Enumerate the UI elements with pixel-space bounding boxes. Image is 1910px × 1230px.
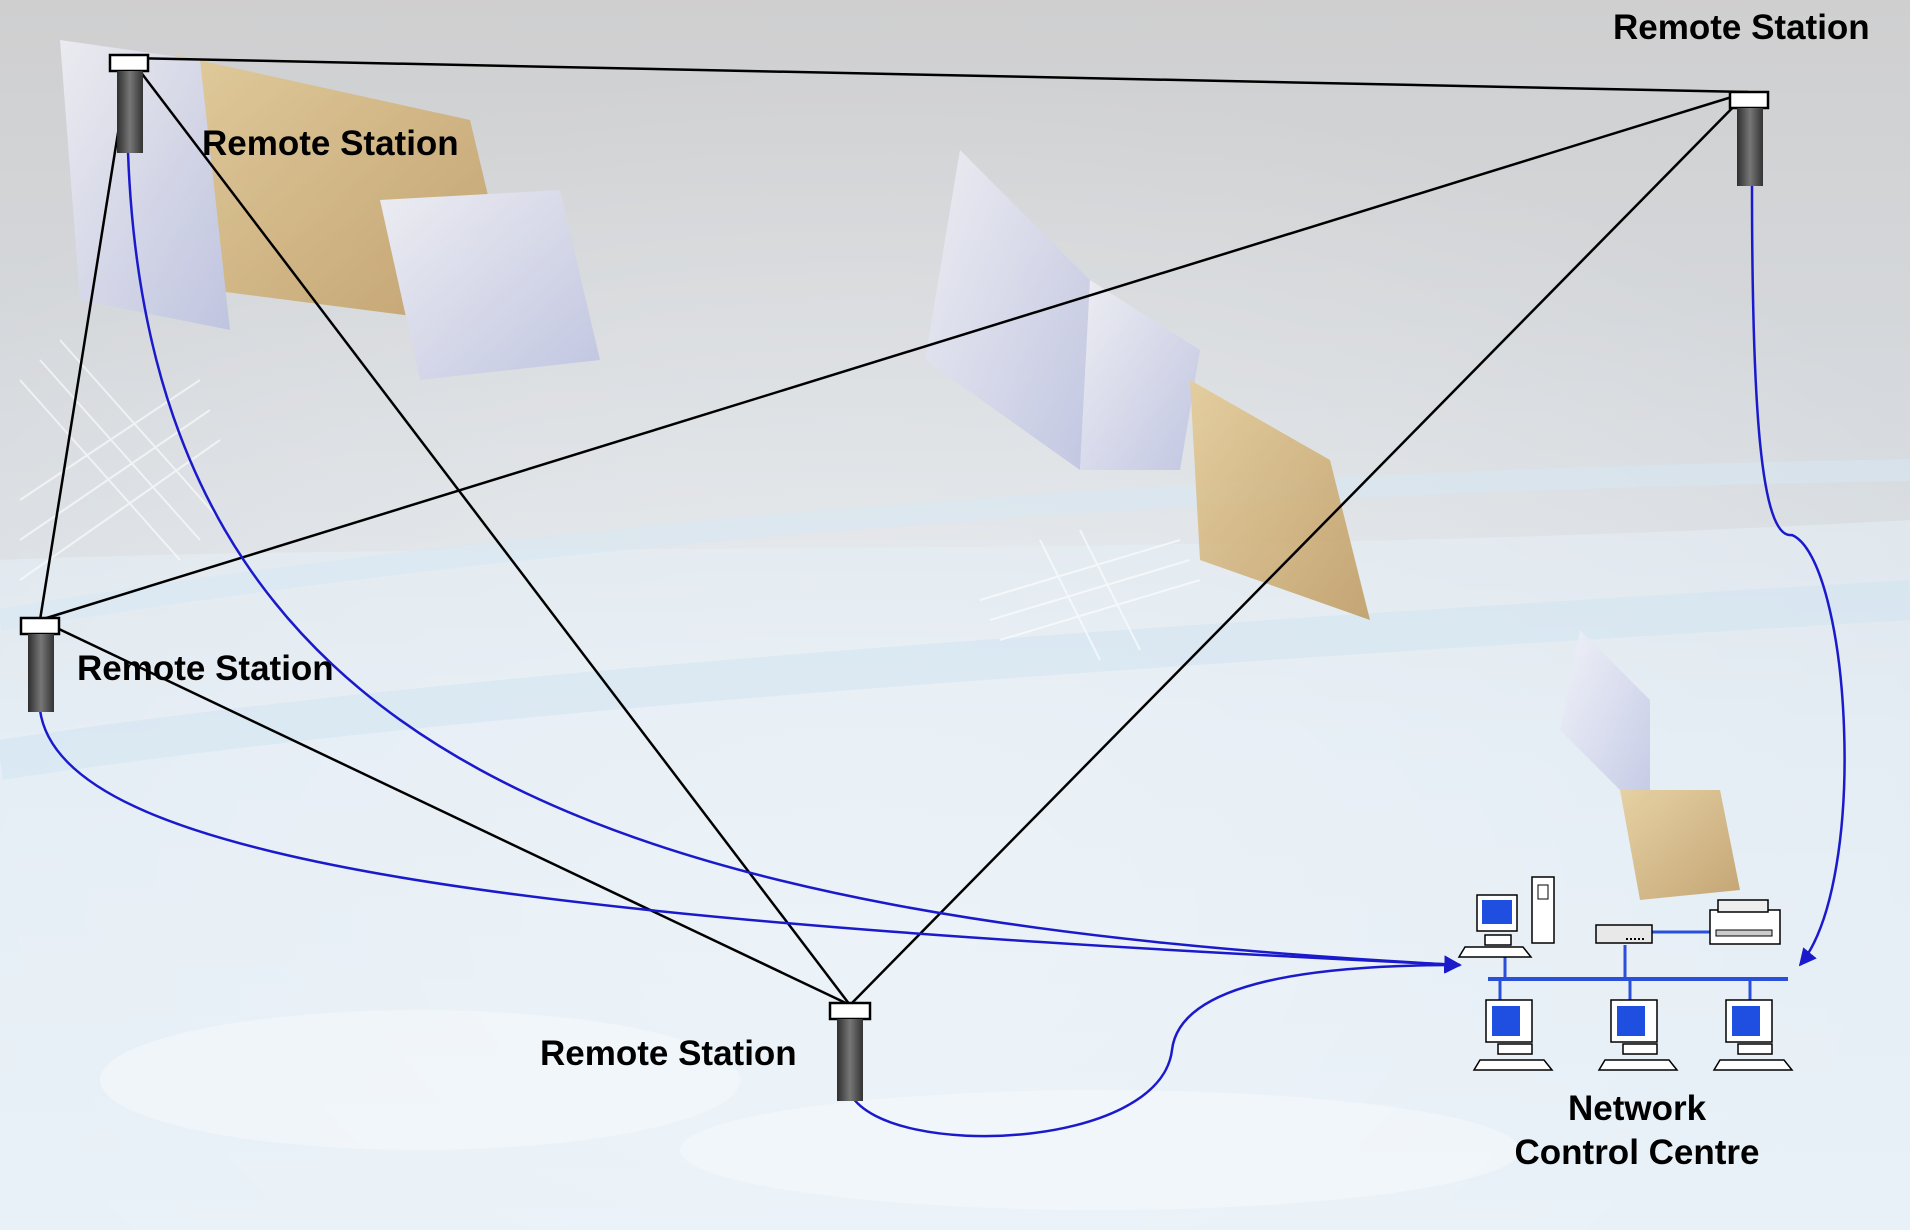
station-label-bottom: Remote Station — [540, 1034, 797, 1073]
satellite-icon — [925, 150, 1370, 661]
satellite-icon — [1560, 630, 1740, 900]
data-links — [38, 151, 1846, 1138]
baseline-ml-bottom — [39, 618, 851, 1007]
link-tr-to-ncc — [1750, 184, 1846, 967]
control-centre-label: Network Control Centre — [1477, 1087, 1797, 1175]
control-centre-network — [1457, 876, 1794, 1071]
link-tl-to-ncc — [126, 151, 1462, 973]
baseline-tr-bottom — [849, 91, 1749, 1006]
baseline-links — [38, 56, 1749, 1007]
antenna-icon — [828, 1001, 872, 1101]
workstation-icon — [1457, 894, 1533, 958]
link-ml-to-ncc — [38, 709, 1462, 974]
link-bottom-to-ncc — [849, 956, 1462, 1138]
workstation-icon — [1472, 999, 1554, 1071]
printer-icon — [1709, 899, 1781, 945]
baseline-tl-ml — [38, 57, 132, 621]
station-label-mid-left: Remote Station — [77, 649, 334, 688]
antenna-icon — [1728, 90, 1770, 186]
control-centre-label-line1: Network — [1567, 1089, 1707, 1128]
server-tower-icon — [1531, 876, 1555, 944]
baseline-tl-bottom — [129, 57, 851, 1006]
station-label-top-left: Remote Station — [202, 124, 459, 163]
workstation-icon — [1712, 999, 1794, 1071]
antenna-icon — [108, 53, 150, 153]
modem-icon — [1595, 924, 1653, 944]
antenna-icon — [19, 616, 61, 712]
station-label-top-right: Remote Station — [1613, 8, 1870, 47]
workstation-icon — [1597, 999, 1679, 1071]
baseline-tr-ml — [39, 90, 1749, 622]
baseline-tl-tr — [129, 56, 1749, 94]
control-centre-label-line2: Control Centre — [1514, 1132, 1760, 1172]
